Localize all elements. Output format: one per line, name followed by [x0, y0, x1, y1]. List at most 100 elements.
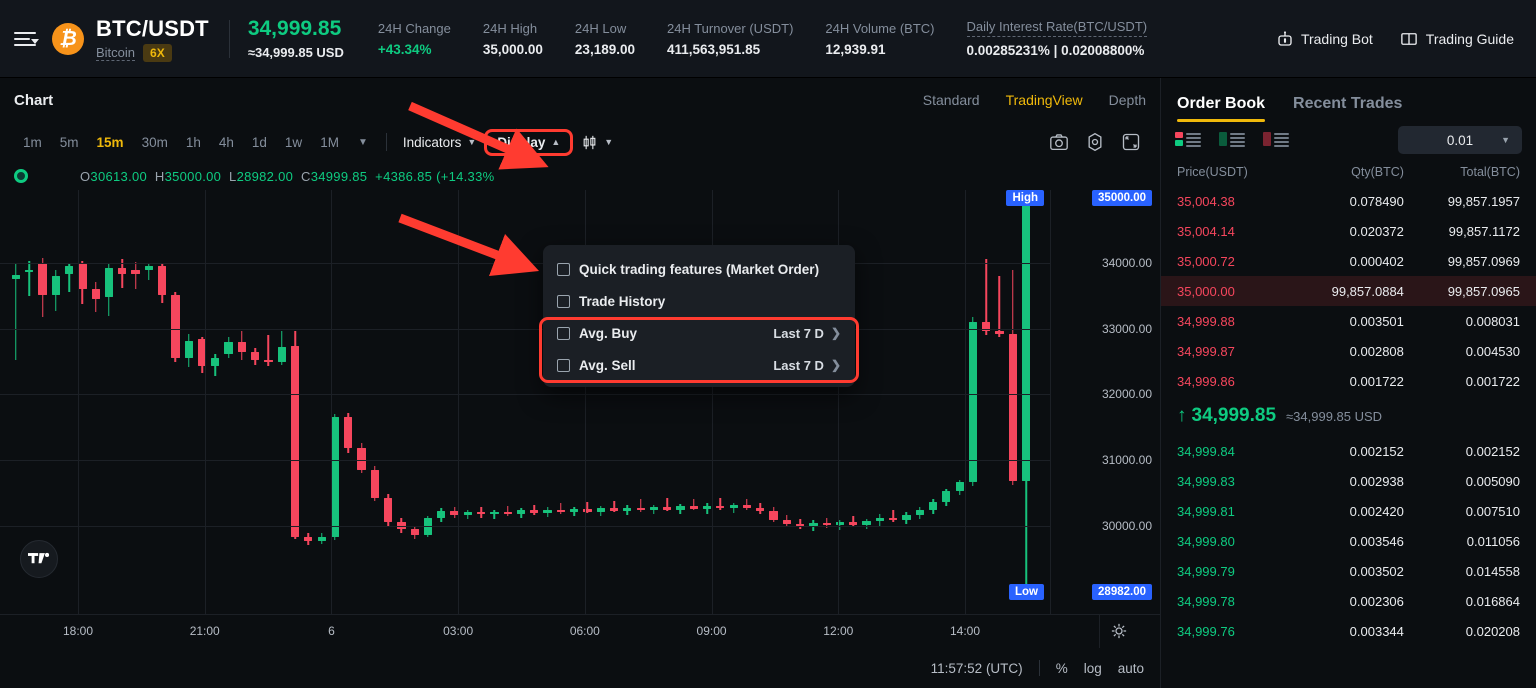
- menu-item-avg-sell[interactable]: Avg. Sell Last 7 D ❯: [543, 349, 855, 381]
- row-qty: 0.002420: [1349, 503, 1404, 519]
- chart-canvas[interactable]: 34000.00 33000.00 32000.00 31000.00 30000.00…: [0, 189, 1160, 614]
- order-book-row[interactable]: 35,000.00 99,857.0884 99,857.0965: [1161, 276, 1536, 306]
- candlestick: [649, 504, 659, 515]
- tradingview-logo[interactable]: [20, 540, 58, 578]
- order-book-row[interactable]: 34,999.88 0.003501 0.008031: [1161, 306, 1536, 336]
- indicators-button[interactable]: Indicators ▼: [395, 131, 484, 154]
- row-price: 34,999.78: [1177, 593, 1235, 609]
- candlestick: [1008, 269, 1017, 485]
- order-book-row[interactable]: 35,000.72 0.000402 99,857.0969: [1161, 246, 1536, 276]
- tab-order-book[interactable]: Order Book: [1177, 95, 1266, 122]
- order-book-row[interactable]: 34,999.84 0.002152 0.002152: [1161, 436, 1536, 466]
- stat-label: 24H Change: [377, 20, 451, 36]
- log-scale-button[interactable]: log: [1083, 660, 1102, 676]
- menu-item-trade-history[interactable]: Trade History: [543, 285, 855, 317]
- tab-standard[interactable]: Standard: [922, 92, 980, 108]
- menu-item-avg-buy[interactable]: Avg. Buy Last 7 D ❯: [543, 317, 855, 349]
- timeframe-1w[interactable]: 1w: [284, 134, 303, 150]
- order-book-row[interactable]: 34,999.80 0.003546 0.011056: [1161, 526, 1536, 556]
- order-book-row[interactable]: 34,999.76 0.003344 0.020208: [1161, 616, 1536, 646]
- order-book-row[interactable]: 35,004.38 0.078490 99,857.1957: [1161, 186, 1536, 216]
- timeframe-15m[interactable]: 15m: [96, 134, 124, 150]
- candlestick: [822, 517, 831, 529]
- order-book-row[interactable]: 34,999.83 0.002938 0.005090: [1161, 466, 1536, 496]
- time-tick-label: 21:00: [189, 624, 220, 638]
- row-qty: 0.003546: [1349, 533, 1404, 549]
- order-book-row[interactable]: 34,999.87 0.002808 0.004530: [1161, 336, 1536, 366]
- tab-recent-trades[interactable]: Recent Trades: [1293, 95, 1403, 112]
- chart-panel: Chart Standard TradingView Depth 1m 5m 1…: [0, 78, 1160, 688]
- gridline: [78, 190, 79, 614]
- pair-name: BTC/USDT: [96, 15, 209, 41]
- checkbox-icon[interactable]: [557, 358, 570, 372]
- menu-item-period[interactable]: Last 7 D ❯: [773, 326, 841, 341]
- timeframe-1h[interactable]: 1h: [185, 134, 201, 150]
- mid-price-usd: ≈34,999.85 USD: [1286, 408, 1383, 424]
- timeframe-1d[interactable]: 1d: [251, 134, 267, 150]
- checkbox-icon[interactable]: [557, 326, 570, 340]
- tab-depth[interactable]: Depth: [1108, 92, 1146, 108]
- axis-settings-icon[interactable]: [1110, 622, 1128, 640]
- row-total: 0.005090: [1465, 473, 1520, 489]
- auto-scale-button[interactable]: auto: [1117, 660, 1144, 676]
- chart-icon-buttons: [1048, 131, 1152, 153]
- timeframe-4h[interactable]: 4h: [218, 134, 234, 150]
- candlestick: [716, 497, 725, 510]
- order-book-row[interactable]: 34,999.78 0.002306 0.016864: [1161, 586, 1536, 616]
- timeframe-1m[interactable]: 1m: [23, 134, 42, 150]
- price-tick-label: 32000.00: [1101, 387, 1152, 402]
- checkbox-icon[interactable]: [557, 294, 570, 308]
- view-asks-icon[interactable]: [1263, 132, 1289, 148]
- screenshot-button[interactable]: [1048, 131, 1070, 153]
- candlestick: [583, 501, 592, 514]
- time-axis[interactable]: 18:00 21:00 6 03:00 06:00 09:00 12:00 14:00: [0, 614, 1160, 648]
- row-qty: 0.078490: [1349, 193, 1404, 209]
- order-book-row[interactable]: 34,999.81 0.002420 0.007510: [1161, 496, 1536, 526]
- candlestick: [237, 331, 246, 361]
- percent-scale-button[interactable]: %: [1055, 660, 1068, 676]
- candlestick: [131, 261, 140, 290]
- candlestick: [663, 497, 672, 512]
- display-dropdown-menu: Quick trading features (Market Order) Tr…: [539, 245, 859, 387]
- timeframe-5m[interactable]: 5m: [59, 134, 79, 150]
- order-book-row[interactable]: 34,999.79 0.003502 0.014558: [1161, 556, 1536, 586]
- pair-block[interactable]: BTC/USDT Bitcoin 6X: [96, 16, 209, 62]
- chart-type-button[interactable]: ▼: [573, 131, 621, 154]
- chart-settings-button[interactable]: [1084, 131, 1106, 153]
- hamburger-menu-icon[interactable]: [14, 31, 40, 46]
- view-both-icon[interactable]: [1175, 132, 1201, 148]
- precision-select[interactable]: 0.01 ▼: [1398, 126, 1522, 154]
- row-price: 34,999.81: [1177, 503, 1235, 519]
- order-book-row[interactable]: 34,999.86 0.001722 0.001722: [1161, 366, 1536, 396]
- stat-24h-high: 24H High 35,000.00: [483, 21, 543, 57]
- menu-item-quick-trading[interactable]: Quick trading features (Market Order): [543, 253, 855, 285]
- display-button[interactable]: Display ▲: [484, 128, 574, 156]
- ohlc-change: +4386.85 (+14.33%: [375, 168, 495, 184]
- gear-icon: [1088, 132, 1102, 152]
- menu-item-period[interactable]: Last 7 D ❯: [773, 358, 841, 373]
- mid-price-value: 34,999.85: [1191, 405, 1277, 426]
- price-axis[interactable]: 34000.00 33000.00 32000.00 31000.00 30000.00…: [1050, 189, 1160, 614]
- order-book-row[interactable]: 35,004.14 0.020372 99,857.1172: [1161, 216, 1536, 246]
- trading-guide-button[interactable]: Trading Guide: [1399, 30, 1514, 48]
- timeframe-1M[interactable]: 1M: [320, 134, 339, 150]
- row-price: 34,999.88: [1177, 313, 1235, 329]
- candlestick: [290, 331, 300, 539]
- view-bids-icon[interactable]: [1219, 132, 1245, 148]
- gridline: [0, 263, 1050, 265]
- checkbox-icon[interactable]: [557, 262, 570, 276]
- tab-tradingview[interactable]: TradingView: [1005, 92, 1083, 108]
- row-total: 0.014558: [1465, 563, 1520, 579]
- timeframe-more-icon[interactable]: ▼: [357, 136, 368, 148]
- row-total: 99,857.1172: [1448, 223, 1520, 239]
- stat-24h-volume: 24H Volume (BTC) 12,939.91: [825, 21, 934, 57]
- price-marker-value: 35000.00: [1092, 189, 1152, 206]
- candlestick: [304, 533, 313, 546]
- timeframe-30m[interactable]: 30m: [141, 134, 168, 150]
- chart-topbar: Chart Standard TradingView Depth: [0, 78, 1160, 122]
- fullscreen-button[interactable]: [1120, 131, 1142, 153]
- book-icon: [1400, 32, 1417, 45]
- timeframe-toolbar: 1m 5m 15m 30m 1h 4h 1d 1w 1M ▼ Indicator…: [0, 122, 1160, 162]
- trading-bot-button[interactable]: Trading Bot: [1276, 30, 1373, 48]
- candlestick: [636, 499, 645, 512]
